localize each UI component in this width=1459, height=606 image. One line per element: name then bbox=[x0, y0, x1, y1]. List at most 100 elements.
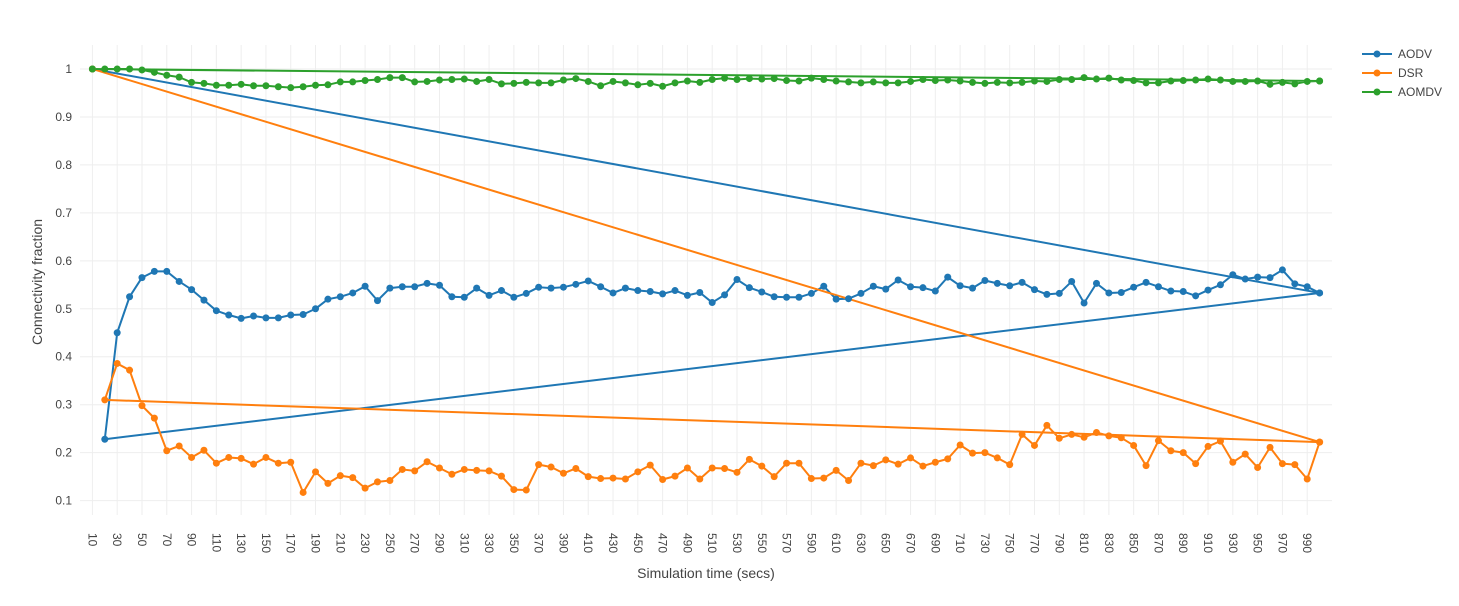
data-point-dsr[interactable] bbox=[460, 465, 468, 473]
data-point-dsr[interactable] bbox=[448, 470, 456, 478]
data-point-aodv[interactable] bbox=[101, 435, 109, 443]
data-point-aodv[interactable] bbox=[1316, 289, 1324, 297]
data-point-aodv[interactable] bbox=[1117, 288, 1125, 296]
data-point-aomdv[interactable] bbox=[1241, 77, 1249, 85]
data-point-aodv[interactable] bbox=[894, 276, 902, 284]
data-point-aodv[interactable] bbox=[671, 287, 679, 295]
data-point-aomdv[interactable] bbox=[1130, 76, 1138, 84]
data-point-aomdv[interactable] bbox=[1254, 77, 1262, 85]
data-point-dsr[interactable] bbox=[721, 464, 729, 472]
data-point-dsr[interactable] bbox=[609, 474, 617, 482]
data-point-aodv[interactable] bbox=[659, 290, 667, 298]
data-point-dsr[interactable] bbox=[336, 472, 344, 480]
data-point-aodv[interactable] bbox=[535, 283, 543, 291]
data-point-dsr[interactable] bbox=[113, 359, 121, 367]
data-point-dsr[interactable] bbox=[1030, 441, 1038, 449]
data-point-aodv[interactable] bbox=[497, 287, 505, 295]
data-point-aomdv[interactable] bbox=[361, 76, 369, 84]
data-point-aodv[interactable] bbox=[1018, 278, 1026, 286]
data-point-dsr[interactable] bbox=[931, 458, 939, 466]
data-point-aomdv[interactable] bbox=[882, 79, 890, 87]
data-point-aomdv[interactable] bbox=[944, 76, 952, 84]
data-point-aomdv[interactable] bbox=[745, 75, 753, 83]
data-point-dsr[interactable] bbox=[919, 462, 927, 470]
data-point-dsr[interactable] bbox=[1055, 434, 1063, 442]
data-point-aomdv[interactable] bbox=[683, 77, 691, 85]
data-point-aomdv[interactable] bbox=[535, 79, 543, 87]
data-point-aomdv[interactable] bbox=[1043, 77, 1051, 85]
data-point-aomdv[interactable] bbox=[919, 76, 927, 84]
data-point-aodv[interactable] bbox=[609, 289, 617, 297]
data-point-aomdv[interactable] bbox=[696, 78, 704, 86]
data-point-aodv[interactable] bbox=[138, 274, 146, 282]
data-point-aodv[interactable] bbox=[324, 295, 332, 303]
data-point-aomdv[interactable] bbox=[312, 81, 320, 89]
data-point-dsr[interactable] bbox=[1018, 430, 1026, 438]
data-point-aodv[interactable] bbox=[1055, 289, 1063, 297]
data-point-aodv[interactable] bbox=[770, 293, 778, 301]
legend-item-aodv[interactable]: AODV bbox=[1362, 47, 1432, 61]
data-point-dsr[interactable] bbox=[324, 479, 332, 487]
data-point-aodv[interactable] bbox=[212, 307, 220, 315]
data-point-aomdv[interactable] bbox=[473, 77, 481, 85]
data-point-dsr[interactable] bbox=[845, 476, 853, 484]
data-point-dsr[interactable] bbox=[473, 466, 481, 474]
data-point-dsr[interactable] bbox=[671, 472, 679, 480]
data-point-aomdv[interactable] bbox=[572, 75, 580, 83]
data-point-aodv[interactable] bbox=[919, 284, 927, 292]
data-point-aomdv[interactable] bbox=[733, 76, 741, 84]
data-point-aodv[interactable] bbox=[522, 289, 530, 297]
data-point-aodv[interactable] bbox=[361, 282, 369, 290]
data-point-dsr[interactable] bbox=[497, 472, 505, 480]
data-point-dsr[interactable] bbox=[944, 455, 952, 463]
data-point-aomdv[interactable] bbox=[1316, 77, 1324, 85]
data-point-dsr[interactable] bbox=[882, 456, 890, 464]
data-point-aodv[interactable] bbox=[299, 311, 307, 319]
data-point-aodv[interactable] bbox=[1130, 283, 1138, 291]
data-point-dsr[interactable] bbox=[1130, 441, 1138, 449]
data-point-aomdv[interactable] bbox=[262, 82, 270, 90]
data-point-dsr[interactable] bbox=[274, 459, 282, 467]
data-point-aodv[interactable] bbox=[1092, 279, 1100, 287]
data-point-aodv[interactable] bbox=[200, 296, 208, 304]
data-point-aomdv[interactable] bbox=[274, 83, 282, 91]
data-point-aodv[interactable] bbox=[696, 288, 704, 296]
data-point-dsr[interactable] bbox=[770, 473, 778, 481]
data-point-dsr[interactable] bbox=[597, 475, 605, 483]
data-point-dsr[interactable] bbox=[894, 460, 902, 468]
data-point-aomdv[interactable] bbox=[659, 82, 667, 90]
data-point-dsr[interactable] bbox=[1192, 460, 1200, 468]
data-point-aomdv[interactable] bbox=[584, 77, 592, 85]
data-point-aodv[interactable] bbox=[398, 283, 406, 291]
data-point-aomdv[interactable] bbox=[1266, 80, 1274, 88]
data-point-aodv[interactable] bbox=[1179, 288, 1187, 296]
data-point-dsr[interactable] bbox=[411, 467, 419, 475]
data-point-aodv[interactable] bbox=[572, 280, 580, 288]
data-point-aodv[interactable] bbox=[993, 279, 1001, 287]
data-point-aodv[interactable] bbox=[621, 284, 629, 292]
data-point-aomdv[interactable] bbox=[460, 75, 468, 83]
data-point-aomdv[interactable] bbox=[1092, 75, 1100, 83]
data-point-dsr[interactable] bbox=[683, 464, 691, 472]
data-point-dsr[interactable] bbox=[225, 453, 233, 461]
legend-item-dsr[interactable]: DSR bbox=[1362, 66, 1424, 80]
data-point-aomdv[interactable] bbox=[1117, 76, 1125, 84]
data-point-aomdv[interactable] bbox=[237, 80, 245, 88]
data-point-aodv[interactable] bbox=[1216, 281, 1224, 289]
data-point-aodv[interactable] bbox=[820, 282, 828, 290]
data-point-dsr[interactable] bbox=[1006, 461, 1014, 469]
data-point-aomdv[interactable] bbox=[1204, 75, 1212, 83]
data-point-dsr[interactable] bbox=[981, 449, 989, 457]
data-point-dsr[interactable] bbox=[1303, 475, 1311, 483]
data-point-aomdv[interactable] bbox=[795, 77, 803, 85]
data-point-dsr[interactable] bbox=[299, 488, 307, 496]
data-point-aomdv[interactable] bbox=[150, 68, 158, 76]
data-point-aodv[interactable] bbox=[832, 295, 840, 303]
data-point-aodv[interactable] bbox=[969, 284, 977, 292]
data-point-dsr[interactable] bbox=[795, 459, 803, 467]
data-point-dsr[interactable] bbox=[547, 463, 555, 471]
data-point-dsr[interactable] bbox=[138, 402, 146, 410]
data-point-dsr[interactable] bbox=[1291, 461, 1299, 469]
data-point-dsr[interactable] bbox=[200, 446, 208, 454]
data-point-aodv[interactable] bbox=[126, 293, 134, 301]
